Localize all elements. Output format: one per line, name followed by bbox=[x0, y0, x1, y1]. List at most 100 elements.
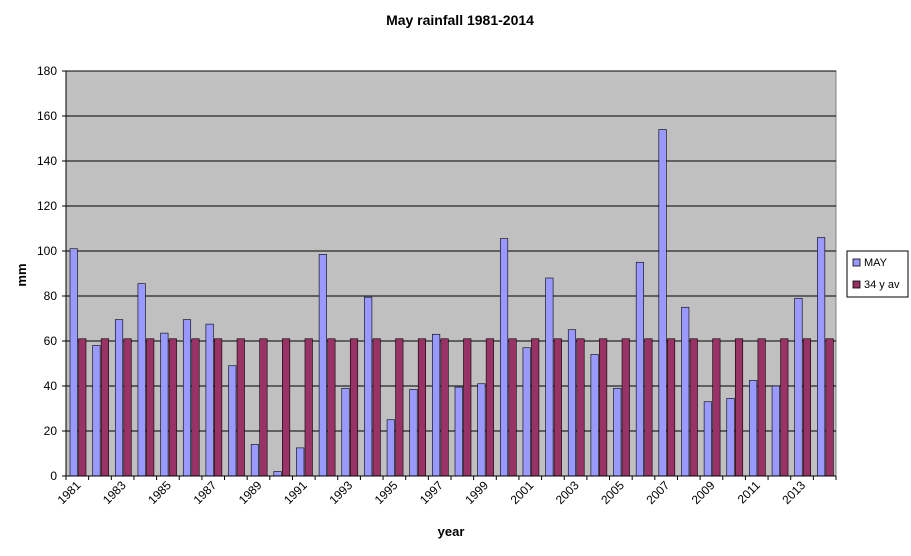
bar-may bbox=[114, 319, 124, 477]
bar-may bbox=[499, 238, 509, 477]
bar-average bbox=[485, 338, 494, 477]
bar-average bbox=[463, 338, 472, 477]
bar-average bbox=[780, 338, 789, 477]
x-tick-label: 1981 bbox=[55, 478, 84, 507]
bar-average bbox=[599, 338, 608, 477]
legend-label-average: 34 y av bbox=[864, 279, 900, 291]
y-tick-label: 80 bbox=[44, 289, 58, 303]
legend-label-may: MAY bbox=[864, 257, 888, 269]
bar-may bbox=[318, 254, 327, 477]
bar-average bbox=[100, 338, 109, 477]
x-axis: 1981 1983 1985 1987 1989 1991 1993 1995 1997 1999… bbox=[55, 475, 837, 507]
bar-average bbox=[282, 338, 291, 477]
bar-average bbox=[508, 338, 517, 477]
bar-average bbox=[327, 338, 336, 477]
y-tick-label: 180 bbox=[37, 64, 57, 78]
y-tick-label: 20 bbox=[44, 424, 58, 438]
x-tick-label: 1999 bbox=[462, 478, 491, 507]
x-tick-label: 2005 bbox=[598, 478, 627, 507]
bar-average bbox=[304, 338, 313, 477]
bar-may bbox=[567, 329, 577, 477]
bars bbox=[69, 129, 834, 477]
bar-may bbox=[205, 323, 214, 477]
x-tick-label: 2011 bbox=[735, 478, 763, 506]
bar-average bbox=[667, 338, 676, 477]
plot-area bbox=[65, 70, 837, 477]
x-tick-label: 2009 bbox=[689, 478, 718, 507]
bar-average bbox=[349, 338, 359, 477]
legend-swatch-may bbox=[852, 258, 861, 267]
bar-may bbox=[364, 296, 373, 477]
bar-average bbox=[531, 338, 540, 477]
bar-average bbox=[372, 338, 381, 477]
x-tick-label: 1983 bbox=[100, 478, 129, 507]
bar-average bbox=[576, 338, 585, 477]
chart-title: May rainfall 1981-2014 bbox=[386, 12, 534, 28]
bar-average bbox=[802, 338, 812, 477]
bar-average bbox=[757, 338, 766, 477]
y-tick-label: 120 bbox=[37, 199, 57, 213]
bar-may bbox=[92, 345, 101, 477]
y-axis: 0 20 40 60 80 100 120 140 160 180 bbox=[37, 64, 67, 483]
bar-may bbox=[341, 387, 350, 477]
bar-may bbox=[817, 237, 826, 477]
bar-may bbox=[681, 306, 690, 477]
bar-may bbox=[794, 297, 803, 477]
bar-average bbox=[825, 338, 834, 477]
x-tick-label: 2003 bbox=[553, 478, 582, 507]
y-axis-title: mm bbox=[14, 263, 29, 286]
bar-may bbox=[635, 261, 644, 477]
x-tick-label: 1993 bbox=[326, 478, 355, 507]
bar-average bbox=[236, 338, 245, 477]
y-tick-label: 100 bbox=[37, 244, 57, 258]
bar-may bbox=[522, 347, 531, 477]
bar-average bbox=[259, 338, 268, 477]
bar-may bbox=[386, 419, 395, 477]
bar-average bbox=[553, 338, 562, 477]
bar-may bbox=[590, 354, 599, 477]
bar-average bbox=[123, 338, 132, 477]
x-tick-label: 2001 bbox=[508, 478, 537, 507]
y-tick-label: 60 bbox=[44, 334, 58, 348]
x-tick-label: 1987 bbox=[191, 478, 220, 507]
x-tick-label: 1985 bbox=[145, 478, 174, 507]
y-tick-label: 40 bbox=[44, 379, 58, 393]
bar-average bbox=[214, 338, 223, 477]
y-tick-label: 160 bbox=[37, 109, 57, 123]
x-tick-label: 2013 bbox=[779, 478, 808, 507]
x-tick-label: 2007 bbox=[643, 478, 672, 507]
bar-may bbox=[477, 383, 486, 477]
bar-may bbox=[771, 385, 780, 477]
bar-may bbox=[160, 332, 169, 477]
x-tick-label: 1997 bbox=[417, 478, 446, 507]
legend: MAY 34 y av bbox=[846, 250, 909, 298]
bar-average bbox=[78, 338, 87, 477]
x-tick-label: 1995 bbox=[372, 478, 401, 507]
x-tick-label: 1991 bbox=[281, 478, 310, 507]
bar-may bbox=[228, 365, 237, 477]
legend-swatch-average bbox=[852, 280, 861, 289]
bar-may bbox=[273, 471, 282, 477]
bar-average bbox=[417, 338, 427, 477]
bar-average bbox=[395, 338, 404, 477]
bar-may bbox=[409, 389, 418, 477]
bar-may bbox=[250, 444, 259, 477]
bar-may bbox=[658, 129, 667, 477]
x-tick-label: 1989 bbox=[236, 478, 265, 507]
y-tick-label: 140 bbox=[37, 154, 57, 168]
bar-may bbox=[613, 387, 622, 477]
bar-average bbox=[146, 338, 155, 477]
y-tick-label: 0 bbox=[50, 469, 57, 483]
bar-may bbox=[182, 319, 192, 477]
bar-may bbox=[69, 248, 78, 477]
bar-may bbox=[137, 283, 146, 477]
bar-may bbox=[749, 380, 758, 477]
bar-may bbox=[545, 277, 554, 477]
bar-may bbox=[296, 447, 305, 477]
bar-average bbox=[440, 338, 449, 477]
bar-may bbox=[703, 401, 712, 477]
bar-may bbox=[454, 386, 463, 477]
bar-average bbox=[621, 338, 630, 477]
bar-average bbox=[734, 338, 744, 477]
